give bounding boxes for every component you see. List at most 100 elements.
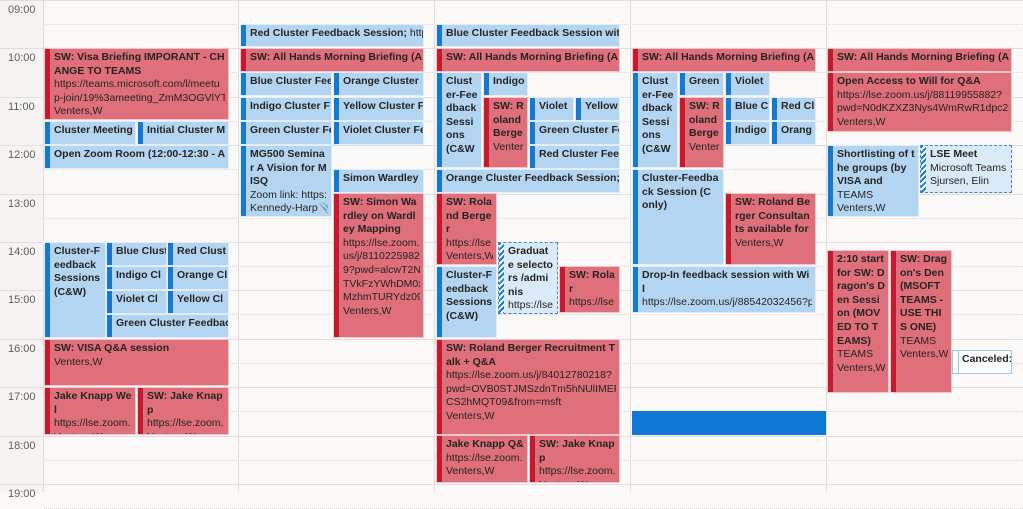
calendar-event[interactable]: Orange Cl — [167, 266, 229, 290]
calendar-event[interactable]: Green Cluster Fe — [240, 121, 332, 145]
calendar-event[interactable]: Cluster-Feedback Sessions (C&W) — [436, 266, 497, 338]
event-color-bar — [499, 243, 504, 313]
event-detail: Venters,W — [569, 310, 616, 312]
calendar-event[interactable]: Cluster Meeting — [44, 121, 136, 145]
calendar-event[interactable]: SW: Dragon's Den (MSOFT TEAMS - USE THIS… — [890, 250, 952, 393]
event-detail: 9?pwd=alcwT2N — [343, 264, 420, 278]
event-detail-text: Venters,W — [735, 236, 784, 249]
calendar-event[interactable]: Cluster-Feedback Sessions (C&W) — [44, 242, 106, 338]
event-title: Red Cl — [781, 100, 815, 112]
calendar-event[interactable]: Red Cluster Fee — [529, 145, 620, 169]
event-detail: https://lse — [446, 237, 493, 251]
event-detail-text: TEAMS — [837, 348, 874, 361]
tentative-event[interactable]: LSE Meet Microsoft Teams Sjursen, Elin — [920, 145, 1012, 193]
calendar-event[interactable]: Blue Clust — [106, 242, 167, 266]
event-color-bar — [921, 146, 926, 192]
calendar-event[interactable]: SW: Simon Wardley on Wardley Mapping http… — [333, 193, 424, 338]
event-detail-text: Pilkington, — [508, 313, 554, 314]
event-title: MG500 Seminar A Vision for MISQ — [250, 148, 327, 188]
calendar-event[interactable]: Violet — [529, 97, 574, 121]
event-color-bar — [168, 243, 173, 265]
calendar-event[interactable]: Blue Cluster Feedback Session with — [436, 24, 620, 47]
event-title: Violet Cluster Fe — [343, 124, 424, 136]
calendar-event[interactable]: Yellow Cl — [167, 290, 229, 314]
calendar-event[interactable]: Orange Cluster Feedback Session; — [436, 169, 620, 193]
event-color-bar — [633, 170, 638, 264]
event-detail: Venters,W — [343, 305, 420, 319]
calendar-event[interactable]: Violet Cl — [106, 290, 167, 314]
event-title: Blue C — [735, 100, 769, 112]
hour-line — [0, 0, 1023, 1]
canceled-event[interactable]: Canceled: — [952, 350, 1012, 374]
calendar-event[interactable]: 2:10 start for SW: Dragon's Den Session … — [827, 250, 889, 393]
calendar-event[interactable]: SW: Roland Berger https://lse Venters,W — [436, 193, 497, 265]
calendar-event[interactable]: Shortlisting of the groups (by VISA and T… — [827, 145, 919, 217]
calendar-event[interactable]: Yellow — [575, 97, 620, 121]
calendar-event[interactable]: Cluster-Feedback Sessions (C&W — [632, 72, 678, 168]
calendar-event[interactable]: Blue Cluster Fee — [240, 72, 332, 96]
calendar-event[interactable]: SW: All Hands Morning Briefing (A — [632, 48, 816, 72]
calendar-event[interactable]: Violet — [725, 72, 770, 96]
calendar-event[interactable]: Green Cluster Feedbac — [106, 314, 229, 338]
event-title: Violet Cl — [116, 293, 158, 305]
calendar-event[interactable]: Green Cluster Fe — [529, 121, 620, 145]
event-title: SW: Rolar — [569, 269, 615, 295]
calendar-event[interactable]: Indigo — [483, 72, 528, 96]
selected-time-slot[interactable] — [632, 411, 826, 435]
calendar-event[interactable]: Initial Cluster M — [137, 121, 229, 145]
event-detail-text: Venters,W — [837, 361, 885, 374]
event-detail-text: Venters,W — [54, 355, 103, 368]
event-title: Blue Clust — [116, 245, 167, 257]
calendar-event[interactable]: Orang — [771, 121, 816, 145]
calendar-event[interactable]: Indigo Cluster F — [240, 97, 332, 121]
event-title: Simon Wardley — [343, 172, 419, 184]
calendar-event[interactable]: SW: Roland Berger Consultants available … — [725, 193, 816, 265]
calendar-event[interactable]: Indigo Cl — [106, 266, 167, 290]
event-color-bar — [334, 122, 339, 144]
event-color-bar — [45, 388, 50, 434]
calendar-event[interactable]: SW: Roland Berge Venter — [679, 97, 724, 168]
event-title: Green Cluster Fe — [539, 124, 620, 136]
event-title: Green Cluster Feedbac — [116, 317, 229, 329]
calendar-event[interactable]: Violet Cluster Fe — [333, 121, 424, 145]
calendar-event[interactable]: Open Zoom Room (12:00-12:30 - A — [44, 145, 229, 169]
calendar-event[interactable]: Red Cluster Feedback Session; http — [240, 24, 424, 47]
time-label: 13:00 — [8, 198, 36, 210]
calendar-event[interactable]: SW: All Hands Morning Briefing (A — [436, 48, 620, 72]
calendar-event[interactable]: SW: All Hands Morning Briefing (A — [827, 48, 1012, 72]
event-color-bar — [241, 98, 246, 120]
calendar-event[interactable]: Indigo — [725, 121, 770, 145]
calendar-event[interactable]: Red Clust — [167, 242, 229, 266]
event-detail-text: Microsoft Teams — [930, 161, 1007, 174]
calendar-event[interactable]: SW: All Hands Morning Briefing (A — [240, 48, 424, 72]
calendar-event[interactable]: Yellow Cluster F — [333, 97, 424, 121]
event-title: SW: All Hands Morning Briefing (A — [446, 51, 619, 63]
calendar-event[interactable]: Green — [679, 72, 724, 96]
event-location: http — [409, 27, 423, 39]
event-title: SW: Jake Knapp — [539, 438, 615, 464]
calendar-event[interactable]: SW: VISA Q&A session Venters,W — [44, 339, 229, 386]
calendar-event[interactable]: Open Access to Will for Q&A https://lse.z… — [827, 72, 1012, 132]
event-title: SW: All Hands Morning Briefing (A — [837, 51, 1010, 63]
calendar-event[interactable]: Blue C — [725, 97, 770, 121]
time-column — [0, 0, 43, 492]
calendar-event[interactable]: Cluster-Feedback Session (C only) — [632, 169, 724, 265]
calendar-event[interactable]: Drop-In feedback session with Wil https:/… — [632, 266, 816, 313]
calendar-event[interactable]: SW: Visa Briefing IMPORANT - CHANGE TO T… — [44, 48, 229, 120]
calendar-event[interactable]: Jake Knapp Q& https://lse.zoom. Venters,W — [436, 435, 528, 483]
calendar-event[interactable]: SW: Roland Berge Venter — [483, 97, 528, 168]
event-color-bar — [560, 267, 565, 312]
calendar-event[interactable]: Simon Wardley — [333, 169, 424, 193]
event-detail: https://lse.zoom. — [446, 452, 524, 466]
calendar-event[interactable]: SW: Roland Berger Recruitment Talk + Q&A… — [436, 339, 620, 435]
tentative-event[interactable]: Graduate selectors /adminishttps://lsePi… — [498, 242, 558, 314]
calendar-event[interactable]: MG500 Seminar A Vision for MISQ Zoom link… — [240, 145, 332, 217]
calendar-event[interactable]: Orange Cluster — [333, 72, 424, 96]
event-detail-text: Venters,W — [54, 431, 102, 434]
calendar-event[interactable]: Red Cl — [771, 97, 816, 121]
calendar-event[interactable]: Cluster-Feedback Sessions (C&W — [436, 72, 482, 168]
